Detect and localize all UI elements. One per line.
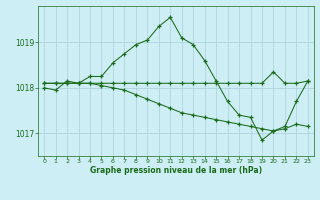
X-axis label: Graphe pression niveau de la mer (hPa): Graphe pression niveau de la mer (hPa) <box>90 166 262 175</box>
